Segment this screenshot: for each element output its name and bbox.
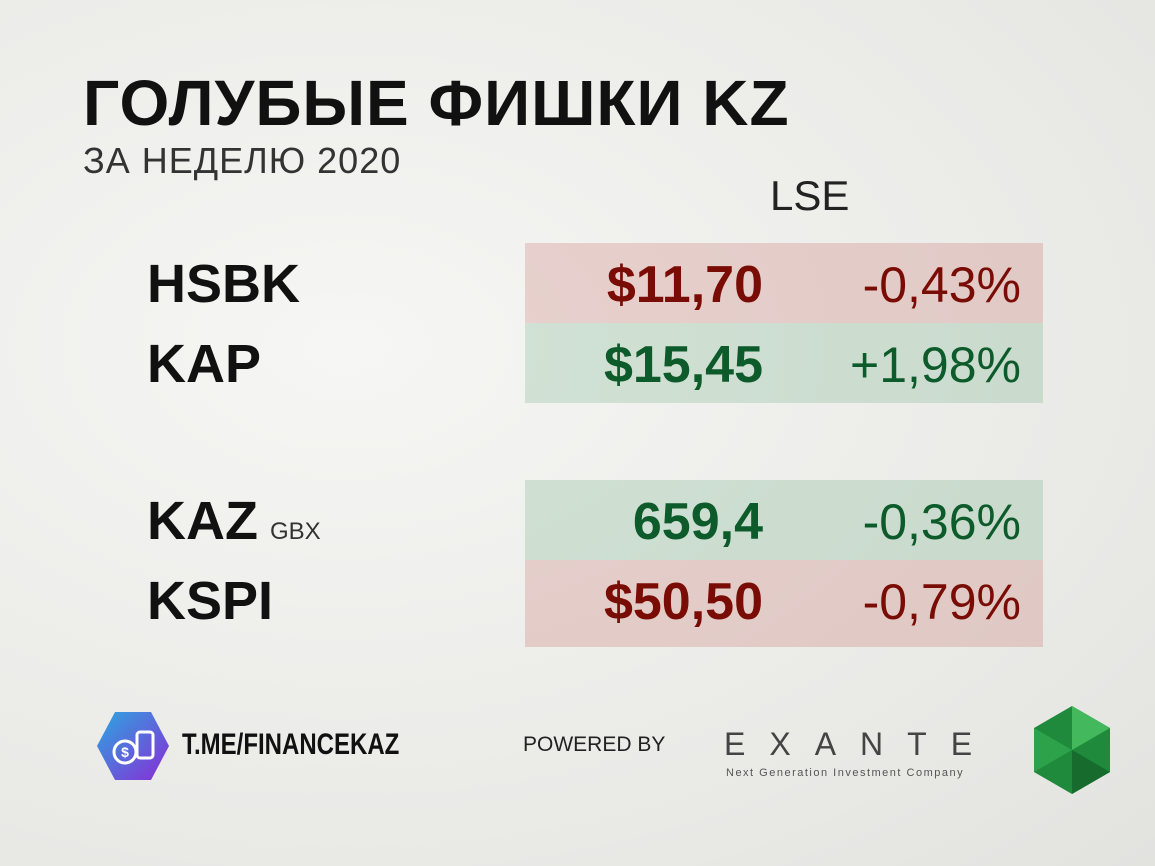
channel-link: T.ME/FINANCEKAZ (182, 728, 400, 761)
ticker: HSBK (147, 253, 300, 315)
ticker-text: KAP (147, 334, 262, 394)
ticker: KAP (147, 333, 261, 395)
powered-by: POWERED BY (523, 733, 666, 756)
price: $11,70 (606, 256, 763, 314)
svg-text:$: $ (121, 744, 129, 760)
price: $15,45 (603, 336, 763, 394)
change: -0,36% (862, 494, 1021, 550)
brand-logo (1034, 706, 1110, 794)
unit: GBX (269, 518, 321, 545)
ticker-text: HSBK (147, 254, 301, 314)
tagline: Next Generation Investment Company (726, 767, 965, 779)
subtitle: ЗА НЕДЕЛЮ 2020 (83, 140, 402, 181)
ticker-text: KSPI (147, 571, 274, 631)
exchange-label: LSE (770, 172, 850, 219)
ticker: KSPI (147, 570, 273, 632)
change: -0,79% (862, 574, 1021, 630)
ticker: KAZ GBX (147, 490, 321, 552)
channel-logo: $ (97, 712, 169, 780)
change: -0,43% (862, 257, 1021, 313)
row-background (525, 243, 1043, 323)
brand: EXANTE (724, 726, 997, 762)
row-background (525, 480, 1043, 560)
row-background (525, 560, 1043, 647)
row-background (525, 323, 1043, 403)
change: +1,98% (850, 337, 1021, 393)
price: 659,4 (632, 493, 763, 551)
title: ГОЛУБЫЕ ФИШКИ KZ (83, 67, 790, 139)
price: $50,50 (603, 573, 763, 631)
ticker-text: KAZ (147, 491, 258, 551)
